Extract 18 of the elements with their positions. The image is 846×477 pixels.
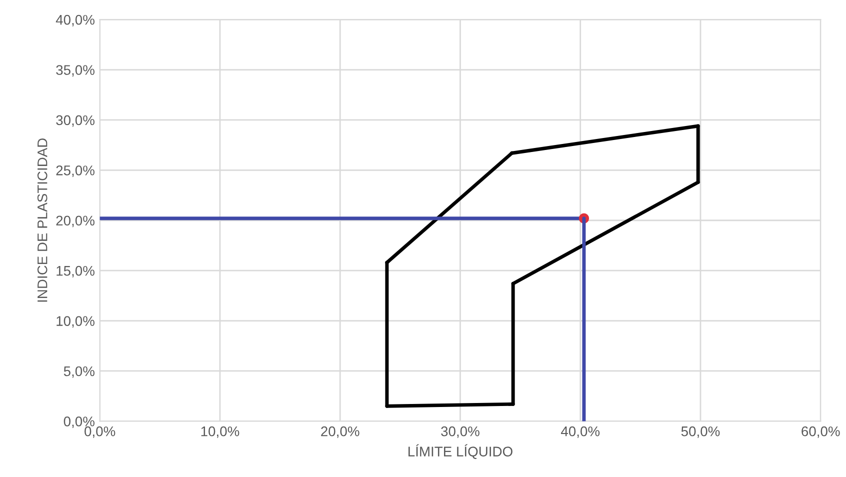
y-tick-label: 5,0% (64, 366, 94, 378)
x-tick-label: 60,0% (802, 426, 840, 438)
y-tick-label: 20,0% (56, 216, 94, 228)
x-tick-label: 40,0% (560, 426, 600, 438)
x-tick-label: 50,0% (681, 426, 720, 438)
y-tick-label: 30,0% (56, 115, 94, 127)
y-tick-label: 25,0% (56, 166, 94, 177)
x-axis-title: LÍMITE LÍQUIDO (408, 444, 512, 459)
y-tick-label: 40,0% (56, 14, 94, 26)
y-axis-title: INDICE DE PLASTICIDAD (37, 138, 48, 302)
y-tick-label: 0,0% (64, 416, 94, 428)
y-tick-label: 10,0% (56, 316, 94, 328)
x-tick-label: 30,0% (441, 426, 480, 438)
x-tick-label: 0,0% (84, 426, 116, 438)
x-tick-label: 20,0% (321, 426, 360, 438)
y-tick-label: 15,0% (56, 266, 94, 278)
x-tick-label: 10,0% (201, 426, 240, 438)
y-tick-label: 35,0% (56, 65, 94, 77)
